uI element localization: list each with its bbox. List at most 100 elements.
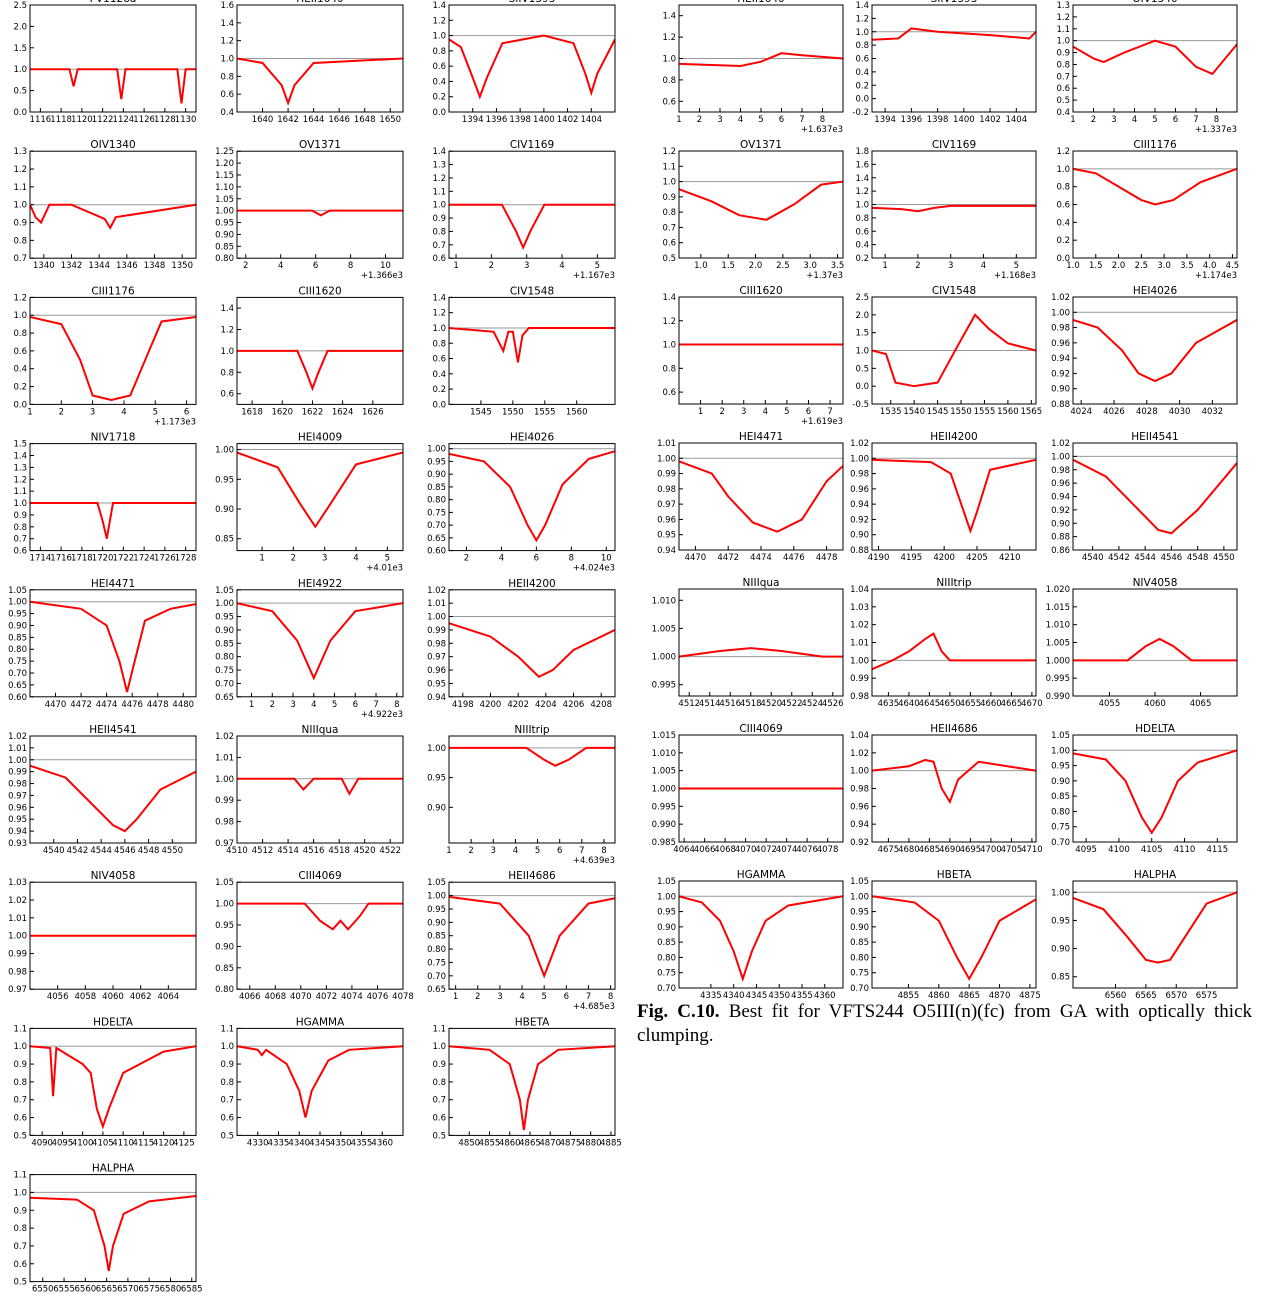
x-tick-label: 4474 — [750, 553, 772, 563]
y-tick-label: 1.0 — [855, 201, 869, 211]
x-tick-label: 1398 — [927, 115, 949, 125]
x-tick-label: 2 — [464, 554, 469, 564]
plot-border — [871, 880, 1037, 989]
x-tick-label: 1402 — [979, 115, 1001, 125]
panel-title: HEI4471 — [739, 431, 783, 443]
x-offset-label: +4.639e3 — [573, 856, 615, 866]
plot-frame — [30, 736, 196, 843]
x-tick-label: 2 — [475, 992, 480, 1002]
x-tick-label: 1122 — [92, 115, 114, 125]
x-tick-label: 3.5 — [1180, 261, 1194, 271]
x-tick-label: 4476 — [121, 700, 143, 710]
x-tick-label: 6570 — [117, 1285, 139, 1295]
y-tick-label: 0.4 — [855, 241, 869, 251]
y-tick-label: 1.0 — [13, 311, 27, 321]
panel: NIV1718 1714 1716 1718 1720 1722 1724 1726 1728 0… — [13, 432, 197, 564]
panel: NIIItrip 1 2 3 4 5 6 7 8 0.90 0.95 1.00 +4.639e3 — [427, 724, 616, 866]
plot-border — [871, 150, 1037, 259]
panel-title: HGAMMA — [737, 869, 786, 881]
y-tick-label: 1.010 — [652, 596, 676, 606]
plot-border — [871, 296, 1037, 405]
x-tick-label: 4024 — [1070, 407, 1092, 417]
x-tick-label: 2 — [291, 554, 296, 564]
y-tick-label: 1.1 — [432, 187, 446, 197]
x-tick-label: 1 — [882, 261, 887, 271]
x-tick-label: 4710 — [1021, 845, 1043, 855]
x-offset-label: +4.922e3 — [361, 710, 403, 720]
y-tick-label: 1.01 — [8, 914, 27, 924]
x-tick-label: 4470 — [45, 700, 67, 710]
panel: NIIItrip 46354640464546504655466046654670… — [850, 577, 1043, 709]
x-offset-label: +1.637e3 — [801, 125, 843, 135]
panel: OV1371 1.0 1.5 2.0 2.5 3.0 3.5 0.5 0.6 0.7 0.8 0.9 1… — [662, 139, 844, 281]
fit-line — [30, 1045, 196, 1130]
y-tick-label: 0.5 — [220, 1131, 234, 1141]
y-tick-label: 0.95 — [215, 475, 234, 485]
y-tick-label: 1.03 — [8, 878, 27, 888]
x-tick-label: 4514 — [277, 846, 299, 856]
panel: CIII1176 1.0 1.5 2.0 2.5 3.0 3.5 4.0 4.5 0.0 0.2 0.… — [1056, 139, 1239, 281]
x-tick-label: 4055 — [1099, 699, 1121, 709]
panel: HEII4200 4198 4200 4202 4204 4206 4208 0.94 0.95… — [427, 578, 616, 710]
y-tick-label: 0.0 — [432, 108, 446, 118]
x-tick-label: 6575 — [138, 1285, 160, 1295]
x-tick-label: 4070 — [735, 845, 757, 855]
fit-line — [237, 57, 403, 107]
y-tick-label: 0.9 — [432, 1060, 446, 1070]
x-tick-label: 4026 — [1103, 407, 1125, 417]
fit-line — [872, 458, 1036, 534]
fit-line — [1073, 458, 1237, 535]
panel-title: HEII4686 — [930, 723, 978, 735]
x-tick-label: 4546 — [114, 846, 136, 856]
y-tick-label: 0.94 — [8, 827, 27, 837]
y-tick-label: 1.0 — [432, 201, 446, 211]
x-tick-label: 1398 — [509, 115, 531, 125]
y-tick-label: 1.000 — [652, 785, 676, 795]
x-tick-label: 1116 — [30, 115, 52, 125]
y-tick-label: 0.70 — [8, 669, 27, 679]
panel-title: HEI4922 — [298, 578, 342, 590]
plot-frame — [1073, 5, 1237, 112]
x-tick-label: 4474 — [96, 700, 118, 710]
y-tick-label: 0.94 — [1051, 493, 1070, 503]
y-tick-label: 0.90 — [1051, 385, 1070, 395]
x-tick-label: 4700 — [980, 845, 1002, 855]
plot-border — [236, 1027, 404, 1136]
y-tick-label: 0.60 — [427, 547, 446, 557]
fit-line — [872, 895, 1036, 981]
panel: HBETA 4855 4860 4865 4870 4875 0.70 0.75 0.80 0.8… — [850, 869, 1041, 1001]
fit-line — [237, 209, 403, 217]
y-tick-label: 0.8 — [1056, 60, 1070, 70]
plot-border — [1072, 588, 1238, 697]
x-tick-label: 6 — [534, 554, 539, 564]
x-tick-label: 4516 — [719, 699, 741, 709]
y-tick-label: 1.01 — [850, 639, 869, 649]
y-tick-label: 1.00 — [8, 756, 27, 766]
y-tick-label: 1.2 — [13, 293, 27, 303]
x-tick-label: 4522 — [379, 846, 401, 856]
y-tick-label: 0.6 — [220, 90, 234, 100]
x-tick-label: 4685 — [919, 845, 941, 855]
plot-frame — [679, 297, 843, 404]
y-tick-label: 0.95 — [427, 905, 446, 915]
panel: NIV4058 4055 4060 4065 0.990 0.995 1.000 1.005 1… — [1046, 577, 1238, 709]
x-tick-label: 1722 — [113, 554, 135, 564]
x-tick-label: 4 — [559, 261, 564, 271]
x-tick-label: 5 — [595, 261, 600, 271]
panel-title: HEII1640 — [737, 0, 784, 5]
x-tick-label: 2 — [915, 261, 920, 271]
x-tick-label: 4060 — [102, 992, 124, 1002]
panel-title: HDELTA — [1135, 723, 1176, 735]
panel-title: NIIItrip — [514, 724, 549, 736]
x-tick-label: 8 — [394, 700, 399, 710]
y-tick-label: 0.98 — [850, 470, 869, 480]
y-tick-label: 0.9 — [13, 1206, 27, 1216]
x-tick-label: 4064 — [158, 992, 180, 1002]
y-tick-label: 1.015 — [1046, 603, 1070, 613]
y-tick-label: 0.96 — [657, 515, 676, 525]
y-tick-label: 0.7 — [13, 1242, 27, 1252]
y-tick-label: 1.05 — [215, 195, 234, 205]
y-tick-label: 0.90 — [1051, 519, 1070, 529]
y-tick-label: 0.70 — [215, 679, 234, 689]
fit-line — [449, 622, 615, 678]
